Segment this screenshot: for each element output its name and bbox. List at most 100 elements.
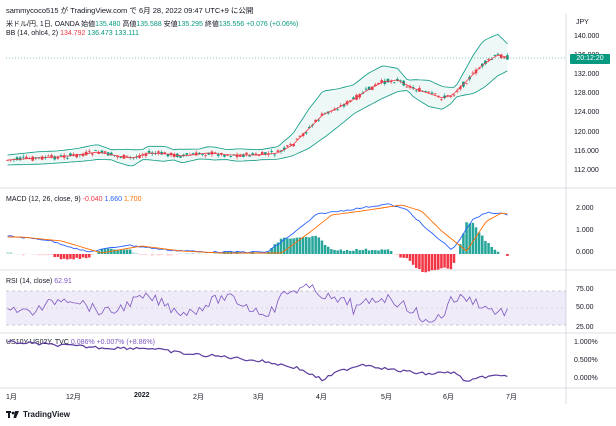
macd-hist-bar [298,237,302,254]
candle-body [339,105,343,107]
macd-hist-bar [88,254,91,258]
macd-hist-bar [286,238,289,254]
macd-hist-bar [273,244,277,254]
macd-hist-bar [326,246,330,254]
macd-hist-bar [440,254,443,269]
candle-body [223,154,226,157]
macd-hist-bar [465,222,468,254]
macd-hist-bar [459,244,462,254]
candle-body [141,154,145,156]
macd-hist-bar [484,241,487,254]
macd-hist-bar [320,240,324,254]
spread-tick: 0.000% [574,375,598,382]
rsi-tick: 50.00 [576,304,594,311]
footer[interactable]: TradingView [6,410,70,419]
candle-body [392,82,396,84]
candle-body [490,58,493,60]
macd-hist-bar [421,254,424,273]
rsi-line [7,283,508,323]
macd-tick: 0.000 [576,249,594,256]
macd-hist-bar [132,252,135,254]
macd-hist-bar [405,254,409,259]
candle-body [436,95,440,97]
macd-hist-bar [427,254,431,272]
macd-hist-bar [304,236,308,254]
macd-hist-bar [6,252,9,254]
macd-hist-bar [358,250,361,254]
candle-body [314,119,317,122]
candle-body [75,153,79,158]
macd-hist-bar [56,254,60,257]
macd-tick: 1.000 [576,227,594,234]
macd-hist-bar [188,253,192,254]
macd-hist-bar [78,254,82,260]
macd-hist-bar [462,233,465,254]
macd-hist-bar [396,254,399,256]
macd-hist-bar [103,248,107,254]
macd-hist-bar [37,254,41,256]
candle-body [320,113,324,116]
candle-body [389,80,393,83]
price-tick: 112.000 [574,167,599,174]
macd-hist-bar [323,244,327,254]
candle-body [81,153,85,157]
candle-body [367,86,371,90]
macd-hist-bar [81,254,85,258]
candle-body [72,153,75,155]
macd-hist-bar [248,253,251,254]
price-tick: 124.000 [574,109,600,116]
macd-hist-bar [389,251,393,254]
price-tick: 140.000 [574,33,600,40]
macd-hist-bar [430,254,434,271]
candle-body [213,152,217,154]
macd-hist-bar [22,254,25,256]
macd-hist-bar [424,254,427,273]
macd-hist-bar [169,254,173,256]
macd-hist-bar [141,254,145,255]
macd-hist-bar [166,254,170,256]
macd-hist-bar [138,254,141,255]
candle-body [125,155,129,157]
candle-body [418,87,421,92]
candle-body [317,119,321,121]
macd-hist-bar [487,243,490,254]
macd-hist-bar [314,235,317,254]
candle-body [91,153,94,155]
macd-hist-bar [493,249,497,254]
candle-body [424,91,427,92]
macd-hist-bar [59,254,63,260]
candle-body [88,150,91,152]
rsi-tick: 25.00 [576,324,594,331]
candle-body [235,154,239,158]
macd-hist-bar [301,237,305,254]
macd-hist-bar [336,250,339,254]
candle-body [251,153,255,155]
macd-label: MACD (12, 26, close, 9) [6,196,81,203]
candle-body [493,54,497,56]
macd-hist-bar [125,249,129,254]
candle-body [304,132,308,134]
macd-hist-bar [154,254,157,255]
macd-hist-bar [506,254,509,257]
macd-hist-bar [399,254,402,258]
bb-lower-line [7,70,508,167]
macd-hist-bar [157,254,160,256]
macd-hist-bar [374,250,377,254]
macd-hist-bar [380,249,383,254]
candle-body [191,153,195,155]
candle-body [242,154,245,157]
candle-body [47,155,50,157]
open-label: 始値 [81,21,96,28]
candle-body [496,53,500,55]
candle-body [157,151,160,153]
candle-body [25,156,28,159]
rsi-legend: RSI (14, close) 62.91 [6,278,72,285]
macd-hist-bar [352,250,355,254]
spread-tick: 0.500% [574,357,598,364]
macd-legend: MACD (12, 26, close, 9) -0.040 1.660 1.7… [6,196,141,203]
candle-body [383,80,387,84]
time-tick: 2月 [193,394,204,401]
candle-body [69,153,72,156]
spread-change: +0.007% (+8.86%) [96,339,155,346]
